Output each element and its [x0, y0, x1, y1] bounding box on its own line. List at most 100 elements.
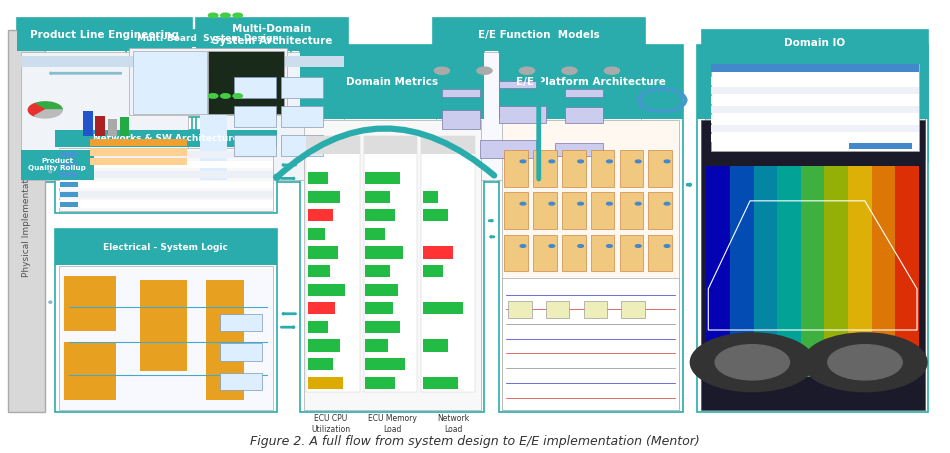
- Text: E/E Function  Models: E/E Function Models: [478, 30, 599, 40]
- FancyBboxPatch shape: [197, 19, 348, 51]
- FancyBboxPatch shape: [533, 235, 557, 271]
- FancyBboxPatch shape: [423, 339, 448, 352]
- FancyBboxPatch shape: [61, 172, 78, 177]
- FancyBboxPatch shape: [308, 339, 340, 352]
- FancyBboxPatch shape: [200, 53, 344, 179]
- FancyBboxPatch shape: [364, 136, 417, 392]
- FancyBboxPatch shape: [533, 192, 557, 229]
- FancyBboxPatch shape: [849, 143, 912, 149]
- Circle shape: [578, 160, 583, 163]
- FancyBboxPatch shape: [504, 150, 528, 187]
- Wedge shape: [34, 110, 63, 118]
- Circle shape: [578, 202, 583, 205]
- Circle shape: [691, 333, 814, 392]
- FancyBboxPatch shape: [61, 162, 78, 168]
- Text: Domain Metrics: Domain Metrics: [347, 77, 438, 87]
- FancyBboxPatch shape: [59, 201, 273, 208]
- FancyBboxPatch shape: [234, 135, 276, 156]
- FancyBboxPatch shape: [442, 110, 480, 130]
- FancyBboxPatch shape: [423, 246, 453, 259]
- Text: ECU CPU
Utilization: ECU CPU Utilization: [312, 414, 351, 434]
- FancyBboxPatch shape: [17, 19, 192, 182]
- FancyBboxPatch shape: [480, 140, 537, 158]
- Circle shape: [803, 333, 927, 392]
- FancyBboxPatch shape: [753, 166, 777, 377]
- Wedge shape: [28, 104, 46, 116]
- Circle shape: [521, 202, 526, 205]
- FancyBboxPatch shape: [561, 235, 585, 271]
- FancyBboxPatch shape: [197, 19, 348, 182]
- FancyBboxPatch shape: [366, 376, 395, 389]
- Circle shape: [604, 67, 619, 74]
- Circle shape: [434, 67, 449, 74]
- Circle shape: [664, 202, 670, 205]
- FancyBboxPatch shape: [701, 120, 924, 410]
- FancyBboxPatch shape: [591, 192, 615, 229]
- Circle shape: [521, 245, 526, 247]
- FancyBboxPatch shape: [308, 284, 346, 296]
- FancyBboxPatch shape: [366, 191, 390, 203]
- FancyBboxPatch shape: [712, 125, 919, 132]
- FancyBboxPatch shape: [300, 45, 484, 412]
- FancyBboxPatch shape: [125, 29, 291, 47]
- Circle shape: [636, 160, 641, 163]
- FancyBboxPatch shape: [304, 120, 481, 410]
- FancyBboxPatch shape: [140, 280, 187, 371]
- Circle shape: [549, 202, 555, 205]
- FancyBboxPatch shape: [777, 166, 801, 377]
- FancyBboxPatch shape: [366, 209, 395, 222]
- Circle shape: [233, 94, 242, 98]
- FancyBboxPatch shape: [21, 56, 188, 67]
- FancyBboxPatch shape: [308, 321, 328, 333]
- FancyBboxPatch shape: [55, 229, 276, 412]
- FancyBboxPatch shape: [423, 191, 438, 203]
- Text: Product
Quality Rollup: Product Quality Rollup: [28, 159, 86, 171]
- FancyBboxPatch shape: [90, 149, 187, 156]
- Text: Network
Load: Network Load: [438, 414, 470, 434]
- Circle shape: [664, 160, 670, 163]
- FancyBboxPatch shape: [499, 81, 537, 88]
- FancyBboxPatch shape: [59, 151, 273, 158]
- FancyBboxPatch shape: [421, 136, 475, 392]
- FancyBboxPatch shape: [55, 229, 276, 265]
- Circle shape: [607, 160, 612, 163]
- Circle shape: [549, 245, 555, 247]
- FancyBboxPatch shape: [421, 136, 475, 154]
- FancyBboxPatch shape: [306, 136, 360, 392]
- FancyBboxPatch shape: [697, 45, 928, 119]
- FancyBboxPatch shape: [308, 265, 331, 277]
- FancyBboxPatch shape: [583, 301, 607, 318]
- FancyBboxPatch shape: [697, 45, 928, 412]
- Text: Product Line Engineering: Product Line Engineering: [29, 30, 179, 40]
- FancyBboxPatch shape: [423, 265, 443, 277]
- FancyBboxPatch shape: [308, 228, 325, 240]
- Circle shape: [607, 202, 612, 205]
- Text: Physical Implementation: Physical Implementation: [22, 165, 31, 277]
- FancyBboxPatch shape: [533, 150, 557, 187]
- FancyBboxPatch shape: [648, 235, 672, 271]
- Circle shape: [827, 345, 902, 380]
- Text: Electrical - System Logic: Electrical - System Logic: [104, 243, 228, 251]
- FancyBboxPatch shape: [90, 139, 187, 146]
- Circle shape: [561, 67, 577, 74]
- Circle shape: [520, 67, 535, 74]
- FancyBboxPatch shape: [366, 246, 403, 259]
- FancyBboxPatch shape: [712, 64, 919, 151]
- FancyBboxPatch shape: [432, 19, 645, 51]
- FancyBboxPatch shape: [308, 191, 340, 203]
- FancyBboxPatch shape: [801, 166, 825, 377]
- FancyBboxPatch shape: [712, 87, 919, 94]
- FancyBboxPatch shape: [21, 53, 188, 179]
- FancyBboxPatch shape: [564, 89, 602, 97]
- Text: Multi-Domain
System Architecture: Multi-Domain System Architecture: [212, 24, 332, 46]
- FancyBboxPatch shape: [59, 148, 273, 211]
- FancyBboxPatch shape: [125, 29, 291, 117]
- FancyBboxPatch shape: [281, 77, 323, 98]
- FancyBboxPatch shape: [65, 342, 116, 400]
- FancyBboxPatch shape: [300, 45, 484, 119]
- FancyBboxPatch shape: [366, 172, 401, 184]
- FancyBboxPatch shape: [55, 130, 276, 147]
- FancyBboxPatch shape: [234, 106, 276, 127]
- FancyBboxPatch shape: [423, 302, 463, 314]
- Circle shape: [664, 245, 670, 247]
